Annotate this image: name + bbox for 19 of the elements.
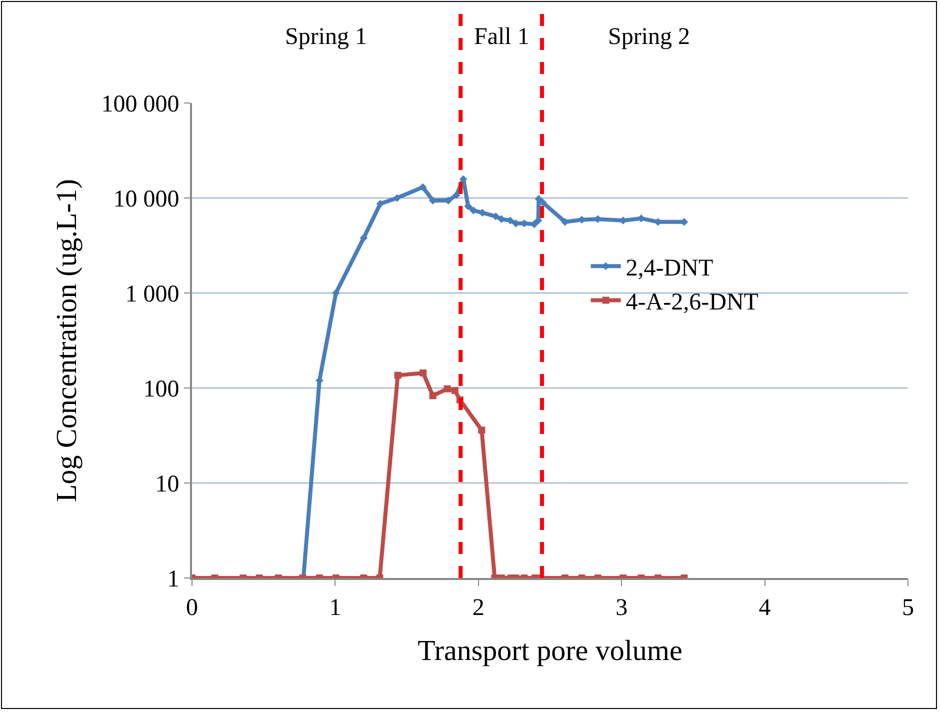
legend-label: 4-A-2,6-DNT [626, 290, 759, 316]
x-tick-label: 5 [902, 594, 914, 621]
x-tick-label: 1 [329, 594, 342, 621]
x-tick-label: 2 [472, 594, 484, 621]
x-tick-label: 0 [186, 594, 198, 621]
text: Fall 1 [474, 24, 530, 50]
y-tick-label: 1 000 [125, 281, 180, 308]
text: Spring 1 [285, 24, 368, 50]
y-tick-label: 1 [167, 566, 180, 592]
y-tick-label: 10 [155, 471, 180, 498]
x-tick-label: 4 [758, 594, 771, 621]
y-tick-label: 10 000 [113, 186, 180, 212]
y-tick-label: 100 [143, 376, 180, 402]
y-tick-label: 100 000 [101, 91, 180, 118]
y-axis-title: Log Concentration (ug.L-1) [51, 179, 84, 502]
text: Spring 2 [608, 24, 690, 50]
x-tick-label: 3 [616, 594, 628, 621]
x-axis-title: Transport pore volume [418, 635, 682, 668]
legend-label: 2,4-DNT [626, 255, 714, 282]
